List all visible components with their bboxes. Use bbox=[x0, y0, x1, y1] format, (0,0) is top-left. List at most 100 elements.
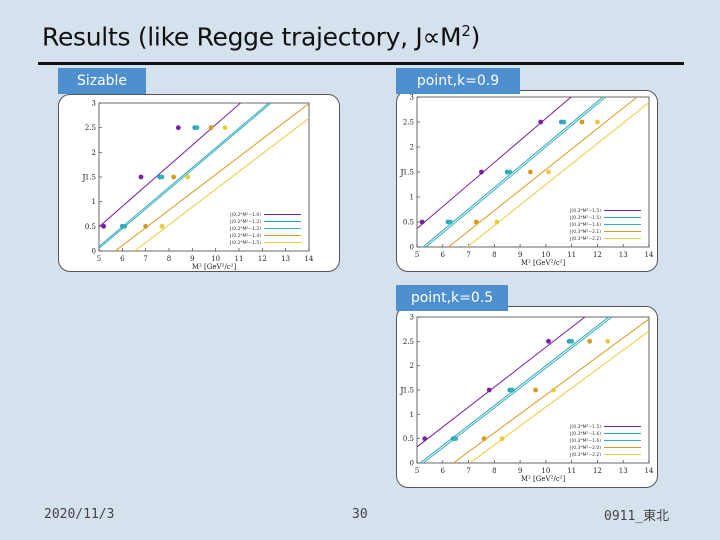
series-line bbox=[99, 103, 270, 247]
y-axis-label: J bbox=[81, 173, 85, 182]
x-tick-label: 14 bbox=[645, 467, 654, 475]
regge-chart-sizable: 5 6 7 8 9 10 11 12 13 14 0 0.5 1 1.5 2 2.5 3 M² [GeV²/c²]… bbox=[81, 100, 314, 272]
x-tick-label: 5 bbox=[415, 251, 419, 259]
x-tick-label: 14 bbox=[305, 255, 314, 263]
data-point bbox=[579, 119, 585, 125]
data-point bbox=[538, 119, 544, 125]
data-point bbox=[143, 223, 149, 229]
footer-right-label: 0911_東北 bbox=[604, 509, 670, 524]
data-point bbox=[528, 169, 533, 175]
y-tick-label: 1.5 bbox=[403, 169, 414, 177]
series-line bbox=[417, 97, 572, 229]
data-point bbox=[194, 125, 200, 131]
x-tick-label: 11 bbox=[567, 251, 576, 259]
y-tick-label: 1 bbox=[410, 411, 414, 419]
data-point bbox=[171, 174, 177, 180]
data-point bbox=[605, 338, 611, 344]
x-tick-label: 11 bbox=[567, 467, 576, 475]
data-point bbox=[546, 169, 551, 175]
y-axis-label: J bbox=[399, 168, 403, 177]
data-point bbox=[208, 125, 214, 131]
legend-label: J(0.3*M²−1.6) bbox=[569, 222, 601, 228]
data-point bbox=[453, 436, 459, 442]
series-line bbox=[469, 330, 649, 463]
legend-label: J(0.3*M²−1.6) bbox=[569, 431, 601, 437]
title-end: ) bbox=[470, 22, 481, 52]
data-point bbox=[222, 125, 228, 131]
x-tick-label: 12 bbox=[593, 467, 602, 475]
data-point bbox=[122, 223, 128, 229]
y-axis-label: J bbox=[399, 386, 403, 395]
y-tick-label: 2 bbox=[410, 362, 414, 370]
legend-label: J(0.2*M²−1.2) bbox=[229, 219, 261, 225]
y-tick-label: 3 bbox=[410, 94, 414, 102]
series-line bbox=[99, 103, 272, 249]
data-point bbox=[551, 387, 557, 393]
footer-page-number: 30 bbox=[352, 507, 368, 522]
y-tick-label: 3 bbox=[410, 314, 414, 322]
series-line bbox=[417, 317, 586, 448]
x-tick-label: 7 bbox=[466, 251, 470, 259]
y-tick-label: 2 bbox=[410, 144, 414, 152]
x-axis-label: M² [GeV²/c²] bbox=[521, 475, 566, 483]
y-tick-label: 2.5 bbox=[403, 119, 414, 127]
x-tick-label: 14 bbox=[645, 251, 654, 259]
data-point bbox=[494, 219, 500, 225]
x-tick-label: 11 bbox=[235, 255, 244, 263]
series-line bbox=[422, 97, 604, 247]
data-point bbox=[175, 125, 181, 131]
plot-area bbox=[99, 103, 309, 251]
y-tick-label: 0 bbox=[410, 460, 414, 468]
series-line bbox=[447, 97, 638, 247]
legend-label: J(0.3*M²−1.5) bbox=[569, 215, 601, 221]
legend-label: J(0.3*M²−1.6) bbox=[569, 438, 601, 444]
x-tick-label: 8 bbox=[492, 467, 496, 475]
data-point bbox=[569, 338, 575, 344]
series-line bbox=[99, 103, 242, 228]
data-point bbox=[509, 387, 515, 393]
series-line bbox=[133, 117, 309, 251]
legend-label: J(0.2*M²−1.5) bbox=[229, 240, 261, 246]
x-tick-label: 13 bbox=[619, 467, 628, 475]
y-tick-label: 0.5 bbox=[85, 223, 96, 231]
data-point bbox=[419, 219, 425, 225]
series-line bbox=[114, 103, 309, 251]
y-tick-label: 0.5 bbox=[403, 435, 414, 443]
data-point bbox=[507, 169, 513, 175]
legend-label: J(0.2*M²−1.4) bbox=[229, 233, 261, 239]
x-tick-label: 7 bbox=[466, 467, 470, 475]
series-line bbox=[422, 317, 613, 463]
x-tick-label: 5 bbox=[415, 467, 419, 475]
x-tick-label: 5 bbox=[97, 255, 101, 263]
data-point bbox=[486, 387, 492, 393]
title-main: Results (like Regge trajectory, J∝M bbox=[42, 22, 462, 52]
data-point bbox=[561, 119, 567, 125]
data-point bbox=[159, 174, 165, 180]
x-axis-label: M² [GeV²/c²] bbox=[521, 259, 566, 267]
slide-title: Results (like Regge trajectory, J∝M2) bbox=[42, 22, 480, 51]
x-tick-label: 6 bbox=[441, 251, 446, 259]
y-tick-label: 0 bbox=[410, 244, 414, 252]
y-tick-label: 2 bbox=[92, 149, 96, 157]
y-tick-label: 2.5 bbox=[85, 124, 96, 132]
x-tick-label: 10 bbox=[541, 251, 550, 259]
x-tick-label: 8 bbox=[167, 255, 171, 263]
legend-label: J(0.3*M²−2.1) bbox=[569, 229, 601, 235]
x-tick-label: 7 bbox=[143, 255, 147, 263]
title-rule bbox=[38, 62, 684, 65]
x-axis-label: M² [GeV²/c²] bbox=[192, 263, 237, 271]
y-tick-label: 1 bbox=[92, 198, 96, 206]
data-point bbox=[481, 436, 487, 442]
x-tick-label: 13 bbox=[619, 251, 628, 259]
x-tick-label: 10 bbox=[211, 255, 220, 263]
series-line bbox=[419, 317, 610, 463]
legend-label: J(0.3*M²−2.0) bbox=[569, 445, 601, 451]
chart-panel-sizable: 5 6 7 8 9 10 11 12 13 14 0 0.5 1 1.5 2 2.5 3 M² [GeV²/c²]… bbox=[58, 94, 340, 272]
series-line bbox=[466, 102, 649, 247]
x-tick-label: 10 bbox=[541, 467, 550, 475]
y-tick-label: 2.5 bbox=[403, 338, 414, 346]
x-tick-label: 12 bbox=[593, 251, 602, 259]
data-point bbox=[587, 338, 593, 344]
legend-label: J(0.3*M²−2.2) bbox=[569, 452, 601, 458]
series-line bbox=[425, 97, 607, 247]
